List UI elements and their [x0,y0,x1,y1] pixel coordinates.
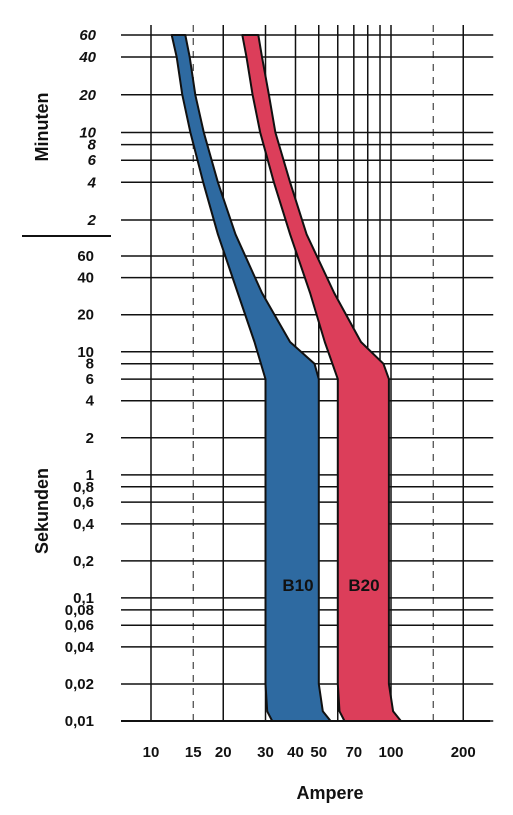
x-tick-label-15: 15 [185,744,202,761]
y-tick-label-min-60: 60 [79,27,96,44]
x-tick-label-100: 100 [378,744,403,761]
x-tick-label-200: 200 [451,744,476,761]
series-label-b10: B10 [282,576,313,595]
y-tick-label-sec-0-8: 0,8 [73,479,94,496]
y-tick-label-sec-20: 20 [77,307,94,324]
y-tick-label-sec-6: 6 [86,371,94,388]
x-axis-title: Ampere [296,783,363,803]
tick-labels: 60402010864260402010864210,80,60,40,20,1… [65,27,476,761]
x-tick-label-20: 20 [215,744,232,761]
y-tick-label-min-6: 6 [88,152,97,169]
y-tick-label-min-40: 40 [78,49,96,66]
y-tick-label-sec-0-06: 0,06 [65,617,94,634]
y-tick-label-sec-0-08: 0,08 [65,602,94,619]
y-axis-title-seconds: Sekunden [32,468,52,554]
y-tick-label-min-20: 20 [78,87,96,104]
x-tick-label-30: 30 [257,744,274,761]
curve-band-b20 [241,34,402,722]
y-tick-label-sec-10: 10 [77,344,94,361]
y-tick-label-sec-0-6: 0,6 [73,494,94,511]
x-tick-label-10: 10 [143,744,160,761]
x-tick-label-50: 50 [310,744,327,761]
y-tick-label-sec-1: 1 [86,467,94,484]
y-tick-label-sec-60: 60 [77,248,94,265]
y-tick-label-sec-0-04: 0,04 [65,639,95,656]
curve-band-b10 [170,34,332,722]
y-tick-label-sec-2: 2 [86,430,94,447]
y-tick-label-sec-40: 40 [77,270,94,287]
y-tick-label-sec-4: 4 [86,393,95,410]
curve-bands [121,34,490,722]
y-tick-label-sec-0-1: 0,1 [73,590,94,607]
series-label-b20: B20 [348,576,379,595]
x-tick-label-70: 70 [345,744,362,761]
y-tick-label-sec-0-02: 0,02 [65,676,94,693]
y-tick-label-sec-0-2: 0,2 [73,553,94,570]
y-tick-label-sec-8: 8 [86,356,94,373]
y-tick-label-min-4: 4 [87,174,97,191]
y-tick-label-min-10: 10 [79,124,96,141]
y-tick-label-min-2: 2 [87,212,97,229]
y-tick-label-min-8: 8 [88,137,97,154]
y-tick-label-sec-0-4: 0,4 [73,516,95,533]
x-tick-label-40: 40 [287,744,304,761]
y-axis-title-minutes: Minuten [32,93,52,162]
y-tick-label-sec-0-01: 0,01 [65,713,94,730]
